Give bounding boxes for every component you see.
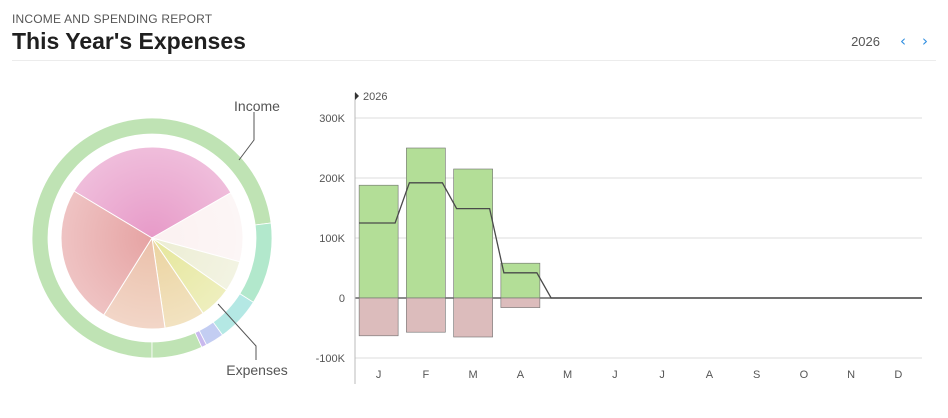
x-tick-label-5: J — [612, 369, 618, 381]
x-tick-label-3: A — [517, 369, 525, 381]
income-callout-line — [238, 112, 255, 161]
net-balance-line — [359, 182, 922, 299]
income-bar-3 — [500, 262, 541, 299]
expense-bar-0 — [358, 297, 399, 337]
income-bar-0 — [358, 184, 399, 299]
previous-year-button[interactable]: ‹ — [892, 32, 914, 50]
chevron-right-icon: › — [922, 32, 928, 50]
income-bar-2 — [453, 168, 493, 299]
y-tick-label-2: 100K — [319, 233, 345, 245]
x-tick-label-9: O — [800, 369, 809, 381]
income-label: Income — [234, 98, 280, 114]
legend-triangle-icon — [355, 92, 359, 100]
x-tick-label-6: J — [659, 369, 665, 381]
x-tick-label-0: J — [376, 369, 382, 381]
y-tick-label-0: 300K — [319, 113, 345, 125]
x-tick-label-10: N — [847, 369, 855, 381]
y-tick-label-1: 200K — [319, 173, 345, 185]
x-tick-label-11: D — [894, 369, 902, 381]
legend-year-label: 2026 — [363, 91, 387, 103]
income-bar-1 — [406, 147, 446, 299]
y-tick-label-4: -100K — [316, 353, 346, 365]
page-title: This Year's Expenses — [12, 28, 246, 54]
monthly-bar-chart: 300K 200K 100K 0 -100K J F M A M J J A S O N D 2026 — [316, 91, 922, 384]
next-year-button[interactable]: › — [914, 32, 936, 50]
net-line — [359, 182, 922, 299]
income-ring-segment-5 — [151, 332, 203, 359]
expenses-callout-line — [217, 303, 257, 360]
expense-bar-2 — [453, 297, 493, 338]
year-label: 2026 — [851, 33, 880, 49]
chevron-left-icon: ‹ — [900, 32, 906, 50]
y-tick-label-3: 0 — [339, 293, 345, 305]
income-ring-segment-0 — [31, 117, 272, 359]
report-header: INCOME AND SPENDING REPORT This Year's E… — [12, 12, 936, 61]
x-tick-label-8: S — [753, 369, 760, 381]
y-axis-labels: 300K 200K 100K 0 -100K — [316, 113, 346, 365]
x-tick-label-2: M — [469, 369, 478, 381]
x-tick-label-4: M — [563, 369, 572, 381]
expense-bar-1 — [406, 297, 446, 333]
bar-series — [358, 147, 541, 338]
expense-bar-3 — [500, 297, 541, 308]
year-navigator: 2026 ‹ › — [851, 32, 936, 50]
x-tick-label-1: F — [423, 369, 430, 381]
expenses-label: Expenses — [226, 362, 287, 378]
x-tick-label-7: A — [706, 369, 714, 381]
report-eyebrow: INCOME AND SPENDING REPORT — [12, 12, 213, 26]
